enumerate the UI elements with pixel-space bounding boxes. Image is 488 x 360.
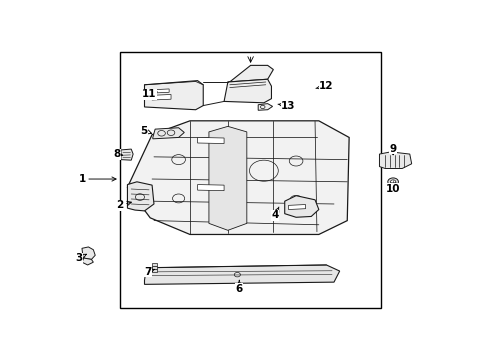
Polygon shape [153,128,184,139]
Text: 13: 13 [277,100,295,111]
Polygon shape [82,247,95,260]
Polygon shape [284,195,318,217]
Polygon shape [144,81,203,110]
Polygon shape [224,79,271,103]
Text: 4: 4 [271,207,278,220]
Polygon shape [127,182,154,211]
Polygon shape [152,94,171,100]
Text: 9: 9 [389,144,396,154]
Polygon shape [197,185,224,191]
Polygon shape [227,66,273,84]
Text: 6: 6 [235,280,243,293]
Text: 5: 5 [140,126,151,135]
Polygon shape [379,152,411,168]
Text: 2: 2 [116,201,131,210]
Text: 8: 8 [113,149,122,159]
Text: 1: 1 [78,174,116,184]
Bar [152,266,156,269]
Text: 7: 7 [143,267,154,277]
Bar [120,51,381,308]
Text: 3: 3 [76,253,86,263]
Polygon shape [208,126,246,230]
Polygon shape [144,265,339,284]
Polygon shape [121,149,133,160]
Bar [152,269,156,272]
Circle shape [389,180,395,184]
Polygon shape [258,104,272,110]
Text: 10: 10 [385,184,400,194]
Polygon shape [152,89,169,93]
Text: 11: 11 [142,90,157,99]
Polygon shape [288,204,305,210]
Bar [152,263,156,266]
Text: 12: 12 [315,81,333,91]
Polygon shape [197,138,224,144]
Polygon shape [82,258,93,265]
Circle shape [387,178,398,186]
Polygon shape [127,121,348,234]
